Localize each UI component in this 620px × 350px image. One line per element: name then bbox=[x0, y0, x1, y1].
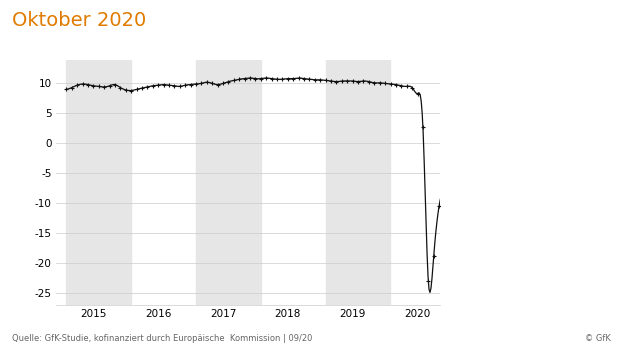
Bar bbox=[326, 60, 391, 304]
Text: -1,6: -1,6 bbox=[0, 349, 1, 350]
Bar bbox=[196, 60, 261, 304]
Text: Oktober 2020: Oktober 2020 bbox=[12, 10, 147, 29]
Bar bbox=[66, 60, 131, 304]
Text: © GfK: © GfK bbox=[585, 334, 611, 343]
Text: Quelle: GfK-Studie, kofinanziert durch Europäische  Kommission | 09/20: Quelle: GfK-Studie, kofinanziert durch E… bbox=[12, 334, 312, 343]
